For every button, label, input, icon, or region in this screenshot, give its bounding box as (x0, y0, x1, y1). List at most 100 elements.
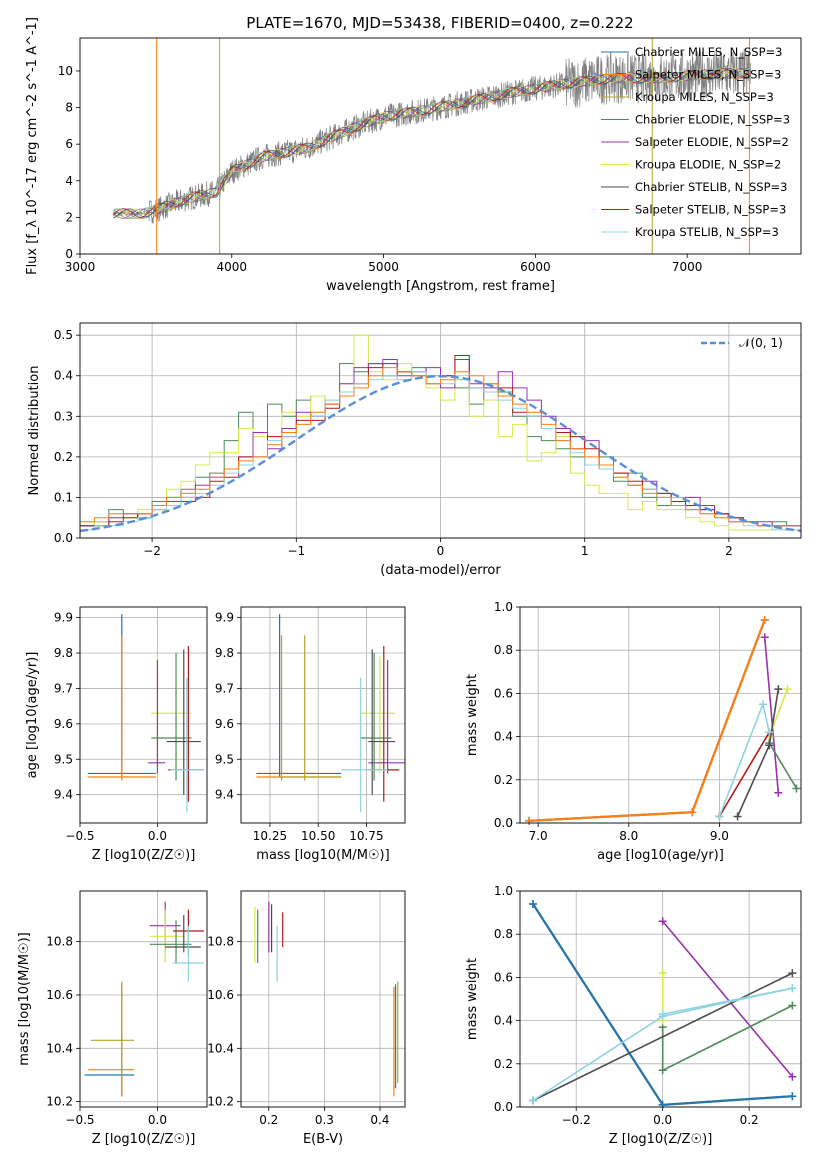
y-tick-label: 10.4 (46, 1041, 73, 1055)
weight-point-marker (658, 969, 667, 978)
y-tick-label: 9.7 (215, 681, 234, 695)
weight-point-marker (765, 728, 774, 737)
y-tick-label: 0.2 (54, 450, 73, 464)
y-tick-label: 10.6 (207, 988, 234, 1002)
y-tick-label: 0.4 (494, 730, 513, 744)
y-tick-label: 0.0 (494, 1100, 513, 1114)
y-tick-label: 0.5 (54, 328, 73, 342)
x-tick-label: −0.2 (562, 1113, 591, 1127)
x-axis-label: E(B-V) (303, 1132, 343, 1147)
spectrum-panel: 3000 4000 5000 6000 7000 0 2 4 6 8 10 wavelength [A… (25, 17, 802, 294)
weight-point-marker (658, 1066, 667, 1075)
x-tick-label: 5000 (368, 260, 399, 274)
y-tick-label: 1.0 (494, 884, 513, 898)
y-tick-label: 0.2 (494, 1057, 513, 1071)
age_vs_Z-plot-area (87, 614, 204, 813)
y-tick-label: 10.8 (46, 935, 73, 949)
legend-label: Chabrier MILES, N_SSP=3 (635, 45, 782, 59)
weight-point-marker (688, 808, 697, 817)
y-axis-label: age [log10(age/yr)] (25, 652, 40, 779)
weight-point-marker (758, 700, 767, 709)
legend-label: 𝒩(0, 1) (739, 336, 783, 350)
weight-point-marker (765, 741, 774, 750)
mass_vs_ebv-panel: 0.2 0.3 0.4 10.2 10.4 10.6 10.8 E(B-V) (207, 890, 406, 1147)
age_vs_mass-panel: 10.25 10.50 10.75 9.4 9.5 9.6 9.7 9.8 9.9 mass [l… (215, 606, 406, 863)
y-tick-label: 0.8 (494, 643, 513, 657)
y-tick-label: 9.8 (54, 646, 73, 660)
x-axis-label: Z [log10(Z/Z☉)] (609, 1132, 713, 1147)
y-tick-label: 0.0 (494, 816, 513, 830)
weight-point-marker (792, 784, 801, 793)
y-tick-label: 9.7 (54, 681, 73, 695)
residuals-legend: 𝒩(0, 1) (701, 336, 783, 350)
y-tick-label: 9.9 (54, 611, 73, 625)
legend-label: Salpeter ELODIE, N_SSP=2 (635, 135, 789, 149)
y-tick-label: 0.1 (54, 490, 73, 504)
weight-point-marker (528, 1096, 537, 1105)
weight-point-marker (783, 685, 792, 694)
legend-label: Kroupa ELODIE, N_SSP=2 (635, 158, 781, 172)
y-axis-label: mass [log10(M/M☉)] (17, 932, 32, 1065)
axes-frame (79, 322, 802, 539)
y-tick-label: 10.6 (46, 988, 73, 1002)
y-tick-label: 10.2 (207, 1095, 234, 1109)
x-axis-label: Z [log10(Z/Z☉)] (92, 848, 196, 863)
x-axis-label: wavelength [Angstrom, rest frame] (326, 279, 555, 294)
weight-point-marker (788, 1001, 797, 1010)
weight-point-marker (788, 984, 797, 993)
weight-point-marker (658, 917, 667, 926)
y-axis-label: mass weight (465, 958, 480, 1040)
y-tick-label: 1.0 (494, 600, 513, 614)
x-tick-label: 8.0 (619, 829, 638, 843)
mass_vs_Z-plot-area (84, 901, 204, 1097)
x-tick-label: 10.25 (253, 829, 287, 843)
axes-frame (240, 606, 406, 824)
y-tick-label: 0 (65, 247, 73, 261)
y-tick-label: 9.4 (54, 788, 73, 802)
x-axis-label: (data-model)/error (380, 563, 501, 578)
spectrum-legend: Chabrier MILES, N_SSP=3 Salpeter MILES, N… (601, 45, 790, 239)
x-tick-label: 7.0 (529, 829, 548, 843)
y-tick-label: 0.8 (494, 927, 513, 941)
x-axis-label: age [log10(age/yr)] (597, 848, 724, 863)
weight-point-marker (774, 685, 783, 694)
y-axis-label: Flux [f_λ 10^-17 erg cm^-2 s^-1 A^-1] (25, 17, 40, 275)
axes-frame (240, 890, 406, 1108)
axes-frame (79, 606, 208, 824)
x-tick-label: 7000 (672, 260, 703, 274)
x-tick-label: 3000 (65, 260, 96, 274)
age_vs_Z-panel: −0.5 0.0 9.4 9.5 9.6 9.7 9.8 9.9 Z [log10(Z/Z☉)]… (25, 606, 208, 863)
x-axis-label: mass [log10(M/M☉)] (256, 848, 389, 863)
weight-series-line (532, 972, 793, 1102)
y-tick-label: 0.4 (494, 1014, 513, 1028)
y-tick-label: 9.4 (215, 788, 234, 802)
mass_vs_ebv-plot-area (254, 901, 399, 1097)
y-tick-label: 10.2 (46, 1095, 73, 1109)
legend-label: Kroupa MILES, N_SSP=3 (635, 90, 774, 104)
x-tick-label: 0 (437, 544, 445, 558)
y-tick-label: 2 (65, 210, 73, 224)
y-tick-label: 0.3 (54, 409, 73, 423)
x-tick-label: 0.3 (315, 1113, 334, 1127)
histogram-step (80, 367, 801, 538)
y-tick-label: 9.8 (215, 646, 234, 660)
weight-series-line (763, 637, 780, 793)
weight-series-line (768, 742, 798, 789)
x-tick-label: −1 (287, 544, 305, 558)
legend-label: Salpeter MILES, N_SSP=3 (635, 68, 781, 82)
age_vs_mass-plot-area (256, 614, 405, 813)
weight_vs_age-panel: 7.0 8.0 9.0 0.0 0.2 0.4 0.6 0.8 1.0 age [log10(ag… (465, 600, 802, 863)
weight_vs_age-plot-area (525, 615, 801, 825)
x-tick-label: 0.4 (370, 1113, 389, 1127)
weight-series-line (661, 1004, 793, 1072)
normal-curve (80, 374, 801, 533)
y-tick-label: 9.6 (215, 717, 234, 731)
weight-point-marker (788, 1072, 797, 1081)
x-tick-label: 2 (725, 544, 733, 558)
y-tick-label: 10.4 (207, 1041, 234, 1055)
weight-point-marker (658, 1010, 667, 1019)
weight-series-line (718, 731, 770, 817)
x-tick-label: 0.0 (148, 829, 167, 843)
axes-frame (519, 606, 802, 824)
